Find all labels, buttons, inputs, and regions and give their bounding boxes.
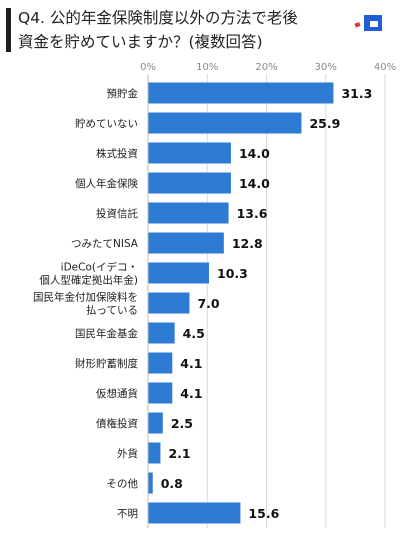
bar <box>148 172 231 194</box>
x-tick-label: 30% <box>315 62 337 73</box>
bar <box>148 352 173 374</box>
bar <box>148 202 229 224</box>
bar <box>148 232 224 254</box>
category-label: 財形貯蓄制度 <box>75 357 138 370</box>
bar <box>148 502 241 524</box>
value-label: 4.1 <box>180 386 202 401</box>
bar <box>148 412 163 434</box>
category-label: 仮想通貨 <box>96 387 138 400</box>
value-label: 12.8 <box>232 236 263 251</box>
value-label: 7.0 <box>197 296 219 311</box>
title-accent-bar <box>6 8 11 52</box>
value-label: 13.6 <box>237 206 268 221</box>
x-tick-label: 10% <box>196 62 218 73</box>
x-tick-label: 20% <box>255 62 277 73</box>
category-label: つみたてNISA <box>71 238 139 250</box>
category-label: 株式投資 <box>96 147 138 160</box>
category-label: 国民年金付加保険料を払っている <box>33 291 138 317</box>
bar <box>148 82 334 104</box>
value-label: 2.5 <box>171 416 193 431</box>
category-label: 国民年金基金 <box>75 327 138 340</box>
bar <box>148 472 153 494</box>
category-label: 投資信託 <box>96 207 138 220</box>
category-label: 貯めていない <box>75 118 138 130</box>
category-label: 不明 <box>117 508 138 520</box>
brand-logo-icon <box>354 15 382 31</box>
value-label: 4.1 <box>180 356 202 371</box>
bar <box>148 322 175 344</box>
category-label: iDeCo(イデコ・個人型確定拠出年金) <box>39 261 138 287</box>
bar <box>148 442 161 464</box>
value-label: 25.9 <box>309 116 340 131</box>
value-label: 15.6 <box>248 506 279 521</box>
category-label: 外貨 <box>117 447 138 460</box>
category-label: 預貯金 <box>107 87 139 100</box>
x-tick-label: 0% <box>140 62 156 73</box>
value-label: 14.0 <box>239 176 270 191</box>
value-label: 2.1 <box>168 446 190 461</box>
category-label: 債権投資 <box>96 417 138 430</box>
bar <box>148 292 190 314</box>
value-label: 14.0 <box>239 146 270 161</box>
bar <box>148 112 302 134</box>
bar <box>148 382 173 404</box>
value-label: 0.8 <box>161 476 183 491</box>
category-label: 個人年金保険 <box>75 177 138 190</box>
bar <box>148 142 231 164</box>
category-label: その他 <box>107 477 139 490</box>
chart-title: Q4. 公的年金保険制度以外の方法で老後 資金を貯めていますか？(複数回答) <box>18 9 298 51</box>
value-label: 10.3 <box>217 266 248 281</box>
value-label: 4.5 <box>183 326 205 341</box>
x-tick-label: 40% <box>374 62 396 73</box>
bar <box>148 262 210 284</box>
value-label: 31.3 <box>341 86 372 101</box>
